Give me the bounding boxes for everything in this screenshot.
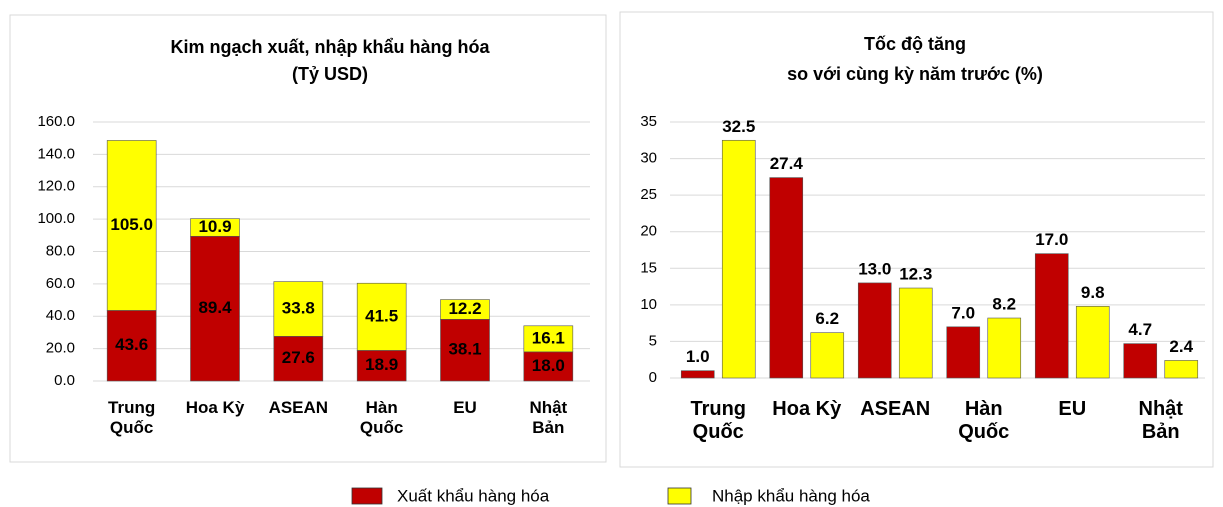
x-tick-label: Hàn Quốc	[359, 398, 404, 437]
data-label: 16.1	[532, 328, 565, 347]
y-tick-label: 60.0	[46, 275, 75, 292]
data-label: 18.0	[532, 356, 565, 375]
bar-segment	[273, 281, 324, 337]
x-tick-label: Trung Quốc	[108, 398, 156, 437]
data-label: 13.0	[858, 259, 891, 278]
data-label: 27.4	[770, 154, 804, 173]
data-label: 1.0	[686, 347, 710, 366]
bar	[1164, 360, 1199, 379]
bar-segment	[106, 140, 157, 311]
data-label: 32.5	[722, 117, 755, 136]
data-label: 8.2	[992, 295, 1016, 314]
y-tick-label: 100.0	[37, 210, 75, 227]
y-tick-label: 140.0	[37, 145, 75, 162]
chart-title: (Tỷ USD)	[292, 64, 368, 84]
x-tick-label: Nhật Bản	[529, 398, 568, 437]
x-tick-label: Hoa Kỳ	[772, 398, 842, 420]
x-tick-label: Hàn Quốc	[958, 398, 1010, 443]
bar-segment	[523, 351, 574, 382]
bar-segment	[440, 299, 490, 320]
data-label: 10.9	[198, 217, 231, 236]
x-tick-label: ASEAN	[268, 398, 329, 417]
bar-segment	[190, 235, 240, 382]
data-label: 12.3	[899, 265, 932, 284]
chart-title: Kim ngạch xuất, nhập khẩu hàng hóa	[170, 37, 490, 57]
bar	[898, 287, 933, 379]
chart-title: so với cùng kỳ năm trước (%)	[787, 64, 1043, 84]
bar	[1075, 306, 1110, 379]
y-tick-label: 35	[640, 113, 657, 130]
x-tick-label: Trung Quốc	[690, 398, 747, 443]
data-label: 17.0	[1035, 230, 1068, 249]
bar-segment	[440, 319, 490, 382]
x-tick-label: EU	[1058, 398, 1087, 420]
data-label: 12.2	[448, 299, 481, 318]
y-tick-label: 5	[649, 332, 657, 349]
data-label: 27.6	[282, 348, 315, 367]
y-tick-label: 30	[640, 150, 657, 167]
legend-label: Nhập khẩu hàng hóa	[712, 486, 870, 505]
y-tick-label: 20.0	[46, 340, 75, 357]
bar	[769, 177, 804, 379]
y-tick-label: 0	[649, 369, 657, 386]
y-tick-label: 10	[640, 296, 657, 313]
y-tick-label: 160.0	[37, 113, 75, 130]
bar-segment	[523, 325, 574, 353]
data-label: 4.7	[1128, 320, 1152, 339]
bar	[680, 370, 715, 379]
data-label: 89.4	[198, 298, 232, 317]
bar-segment	[190, 218, 240, 237]
bar-segment	[356, 350, 407, 382]
data-label: 38.1	[448, 340, 481, 359]
data-label: 33.8	[282, 298, 315, 317]
data-label: 43.6	[115, 335, 148, 354]
y-tick-label: 25	[640, 186, 657, 203]
bar	[987, 317, 1022, 379]
bar	[810, 332, 845, 379]
data-label: 41.5	[365, 306, 398, 325]
x-tick-label: ASEAN	[860, 398, 931, 420]
x-tick-label: Hoa Kỳ	[185, 398, 245, 417]
chart-title: Tốc độ tăng	[864, 34, 966, 54]
y-tick-label: 80.0	[46, 242, 75, 259]
legend-swatch	[351, 487, 383, 505]
y-tick-label: 40.0	[46, 307, 75, 324]
x-tick-label: EU	[453, 398, 477, 417]
bar	[946, 326, 981, 379]
y-tick-label: 0.0	[54, 372, 75, 389]
bar	[1034, 253, 1069, 379]
bar-segment	[106, 310, 157, 382]
legend-swatch	[667, 487, 692, 505]
data-label: 2.4	[1169, 337, 1193, 356]
x-tick-label: Nhật Bản	[1138, 398, 1183, 443]
bar-segment	[273, 336, 324, 382]
right-panel	[619, 11, 1214, 468]
bar	[857, 282, 892, 379]
bar	[721, 139, 756, 379]
data-label: 7.0	[951, 303, 975, 322]
y-tick-label: 20	[640, 223, 657, 240]
data-label: 18.9	[365, 355, 398, 374]
y-tick-label: 120.0	[37, 178, 75, 195]
legend-label: Xuất khẩu hàng hóa	[397, 486, 550, 505]
bar	[1123, 343, 1158, 379]
data-label: 6.2	[815, 309, 839, 328]
data-label: 9.8	[1081, 283, 1105, 302]
y-tick-label: 15	[640, 259, 657, 276]
data-label: 105.0	[110, 215, 153, 234]
bar-segment	[356, 282, 407, 351]
